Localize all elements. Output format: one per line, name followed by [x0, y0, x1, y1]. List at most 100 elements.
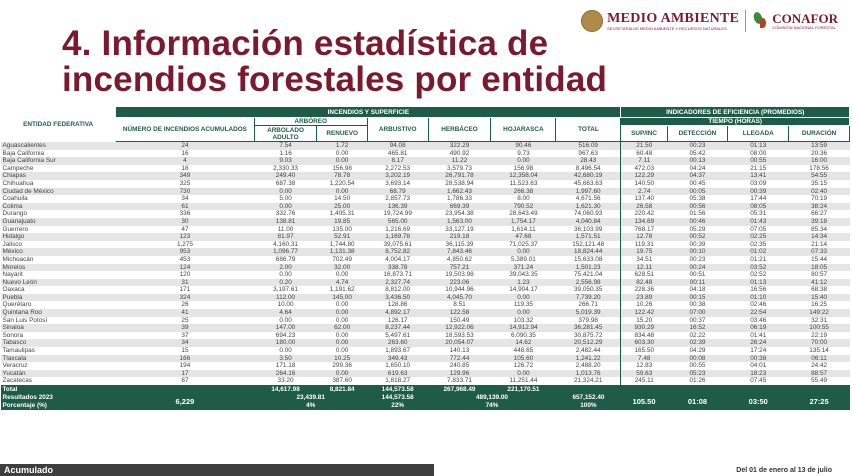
cell-duracion: 135:14	[788, 347, 850, 355]
cell-deteccion: 02:39	[667, 339, 728, 348]
arboreo-header: ARBÓREO	[253, 117, 368, 126]
cell-duracion: 54:55	[788, 172, 850, 180]
pct-herb-hoj: 74%	[428, 402, 556, 410]
cell-num: 47	[115, 225, 255, 234]
cell-entidad: Tabasco	[0, 339, 116, 348]
cell-hojarasca: 266.38	[490, 187, 556, 196]
cell-duracion: 100:55	[788, 324, 850, 332]
cell-arbolado: 0.00	[254, 202, 317, 211]
table-row: Durango 336 332.76 1,405.31 19,724.99 23,954.…	[0, 210, 850, 218]
cell-entidad: Guerrero	[0, 225, 116, 234]
cell-duracion: 149:22	[788, 309, 850, 317]
cell-entidad: Durango	[0, 210, 116, 218]
cell-llegada: 02:25	[727, 233, 789, 241]
medio-ambiente-text: MEDIO AMBIENTE	[607, 10, 740, 26]
cell-duracion: 24:42	[788, 362, 850, 370]
cell-num: 31	[115, 278, 255, 287]
cell-llegada: 17:24	[727, 347, 789, 355]
cell-sup: 26.58	[620, 202, 668, 211]
cell-arbustivo: 1,818.27	[367, 377, 429, 385]
cell-total: 2,482.44	[555, 347, 621, 355]
table-row: Zacatecas 87 33.20 387.60 1,818.27 7,833.71 11…	[0, 377, 850, 385]
cell-num: 453	[115, 255, 255, 264]
cell-duracion: 02:40	[788, 187, 850, 196]
cell-arbustivo: 4,004.17	[367, 255, 429, 264]
cell-sup: 119.31	[620, 240, 668, 249]
total-filler	[555, 385, 850, 394]
cell-deteccion: 00:37	[667, 316, 728, 325]
cell-llegada: 17:44	[727, 195, 789, 203]
cell-arbolado: 686.79	[254, 255, 317, 264]
table-row: Morelos 124 2.00 32.00 338.78 757.21 371.24 1,5…	[0, 263, 850, 272]
cell-sup: 220.42	[620, 210, 668, 218]
cell-entidad: Veracruz	[0, 362, 116, 370]
table-row: Veracruz 194 171.18 299.36 1,650.10 240.85 126…	[0, 362, 850, 370]
header-logos: MEDIO AMBIENTE SECRETARÍA DE MEDIO AMBIE…	[581, 10, 838, 32]
cell-arbustivo: 4,892.17	[367, 309, 429, 317]
cell-total: 7,739.20	[555, 293, 621, 302]
cell-arbolado: 0.00	[254, 187, 317, 196]
cell-sup: 122.29	[620, 172, 668, 180]
total-hojarasca: 221,170.51	[490, 385, 556, 394]
cell-deteccion: 00:45	[667, 179, 728, 188]
cell-herbaceo: 11.22	[428, 157, 491, 165]
cell-total: 2,488.20	[555, 362, 621, 370]
cell-total: 8,496.54	[555, 164, 621, 173]
cell-renuevo: 702.49	[316, 255, 368, 264]
cell-renuevo: 0.00	[316, 369, 368, 378]
cell-renuevo: 1,220.54	[316, 179, 368, 188]
cell-arbustivo: 8,752.82	[367, 248, 429, 256]
cell-llegada: 03:09	[727, 179, 789, 188]
cell-arbolado: 33.20	[254, 377, 317, 385]
table-row: Oaxaca 171 3,197.61 1,191.62 8,812.00 10,944.…	[0, 286, 850, 294]
cell-deteccion: 00:05	[667, 187, 728, 196]
cell-arbolado: 1.16	[254, 149, 317, 158]
cell-sup: 122.42	[620, 309, 668, 317]
resultados-total: 657,152.40	[555, 394, 621, 402]
cell-renuevo: 299.36	[316, 362, 368, 370]
cell-num: 325	[115, 179, 255, 188]
cell-total: 1,997.60	[555, 187, 621, 196]
cell-hojarasca: 39,043.35	[490, 271, 556, 279]
pct-total: 100%	[555, 402, 621, 410]
table-row: Sinaloa 39 147.00 62.00 8,237.44 12,922.06 14,…	[0, 324, 850, 332]
cell-duracion: 16:00	[788, 157, 850, 165]
cell-sup: 7.11	[620, 157, 668, 165]
cell-herbaceo: 10,944.96	[428, 286, 491, 294]
cell-duracion: 13:59	[788, 141, 850, 150]
cell-deteccion: 05:42	[667, 149, 728, 158]
cell-herbaceo: 490.92	[428, 149, 491, 158]
total-arbustivo: 144,573.58	[367, 385, 429, 394]
cell-entidad: Guanajuato	[0, 217, 116, 226]
table-row: Tamaulipas 15 0.00 0.00 1,893.67 140.13 448.65…	[0, 347, 850, 355]
cell-llegada: 02:52	[727, 271, 789, 279]
cell-num: 39	[115, 324, 255, 332]
cell-llegada: 18:23	[727, 369, 789, 378]
col-deteccion-header: DETECCIÓN	[666, 125, 729, 142]
cell-entidad: Coahuila	[0, 195, 116, 203]
cell-herbaceo: 1,786.33	[428, 195, 491, 203]
cell-duracion: 68:38	[788, 286, 850, 294]
cell-duracion: 20:36	[788, 149, 850, 158]
cell-renuevo: 14.50	[316, 195, 368, 203]
tiempo-header: TIEMPO (HORAS)	[620, 117, 850, 126]
cell-total: 75,421.04	[555, 271, 621, 279]
cell-llegada: 00:55	[727, 157, 789, 165]
table-row: Nuevo León 31 0.20 4.74 2,327.74 223.06 1.23 2,…	[0, 278, 850, 287]
cell-renuevo: 0.00	[316, 309, 368, 317]
col-renuevo-header: RENUEVO	[316, 125, 368, 142]
cell-deteccion: 00:15	[667, 293, 728, 302]
cell-num: 324	[115, 293, 255, 302]
cell-num: 194	[115, 362, 255, 370]
cell-sup: 60.48	[620, 149, 668, 158]
cell-arbustivo: 126.17	[367, 316, 429, 325]
cell-hojarasca: 105.60	[490, 354, 556, 363]
cell-total: 36,281.45	[555, 324, 621, 332]
cell-entidad: San Luis Potosí	[0, 316, 116, 325]
cell-llegada: 01:21	[727, 255, 789, 264]
cell-hojarasca: 1,614.11	[490, 225, 556, 234]
col-hojarasca-header: HOJARASCA	[490, 117, 557, 142]
cell-duracion: 18:05	[788, 263, 850, 272]
total-renuevo: 8,821.84	[316, 385, 368, 394]
cell-herbaceo: 3,579.73	[428, 164, 491, 173]
